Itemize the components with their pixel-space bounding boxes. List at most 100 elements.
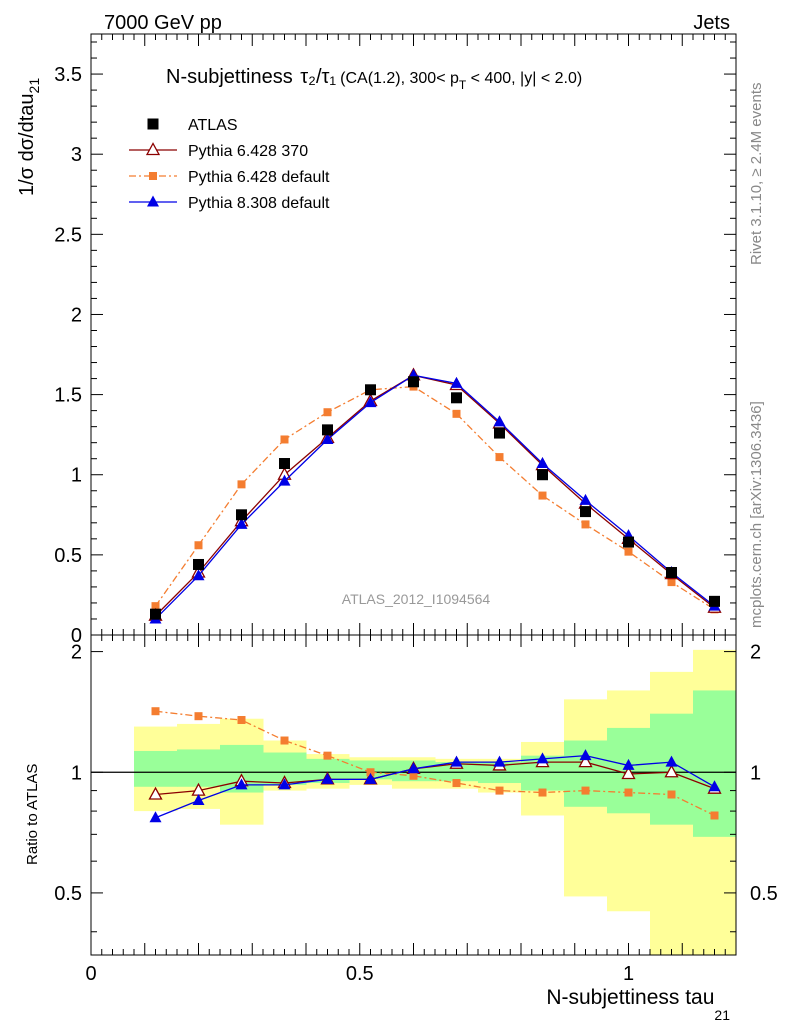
main-y-tick-label: 2.5	[54, 224, 82, 246]
legend-marker	[147, 195, 159, 207]
ratio-y-tick-label-right: 0.5	[750, 883, 778, 905]
legend-marker	[149, 172, 157, 180]
series-atlas	[150, 376, 720, 620]
legend-label: Pythia 8.308 default	[188, 195, 330, 212]
ratio-point	[665, 755, 678, 767]
data-point	[151, 602, 160, 611]
ratio-series-line	[155, 755, 715, 819]
ratio-point	[664, 764, 679, 778]
series-line	[155, 374, 715, 617]
data-point	[237, 480, 246, 489]
ratio-point	[151, 707, 160, 716]
x-axis-label: N-subjettiness tau21	[546, 986, 730, 1023]
ratio-point	[278, 778, 291, 790]
ratio-point	[194, 712, 203, 721]
ratio-point	[235, 778, 248, 790]
ratio-series-line	[155, 710, 715, 817]
data-point	[538, 491, 547, 500]
ratio-point	[581, 786, 590, 795]
data-point	[581, 520, 590, 529]
series-line	[154, 385, 715, 610]
data-point	[408, 376, 419, 388]
ratio-point	[710, 811, 719, 820]
ratio-point	[407, 762, 420, 774]
ratio-series-pythia-8-308-default	[149, 749, 721, 823]
ratio-point	[450, 755, 463, 767]
main-plot-panel: 0 0.5 1 1.5 2 2.5 3 3.5 N-subjettiness τ₂/τ₁ (CA…	[16, 33, 737, 647]
main-y-tick-label: 1	[71, 465, 82, 487]
ratio-point	[149, 811, 162, 823]
data-point	[323, 408, 332, 417]
legend-marker	[147, 118, 159, 130]
data-point	[667, 578, 676, 587]
data-point	[493, 415, 506, 427]
data-point	[624, 547, 633, 556]
data-point	[580, 506, 591, 518]
data-point	[666, 566, 677, 578]
data-point	[494, 427, 505, 439]
header-right-label: Jets	[693, 12, 730, 34]
data-point	[495, 453, 504, 462]
mcplots-reference-label: mcplots.cern.ch [arXiv:1306.3436]	[748, 401, 765, 628]
series-pythia-6-428-370	[148, 367, 722, 621]
ratio-point	[409, 771, 418, 780]
legend-item-atlas: ATLAS	[147, 117, 238, 134]
data-point	[364, 396, 377, 408]
legend-marker	[145, 142, 161, 156]
ratio-y-axis-label: Ratio to ATLAS	[24, 764, 41, 865]
data-point	[192, 569, 205, 581]
uncertainty-band-inner	[134, 750, 178, 787]
ratio-y-tick-label: 1	[71, 762, 82, 784]
legend-label: Pythia 6.428 default	[188, 169, 330, 186]
ratio-point	[452, 779, 461, 788]
legend-item-pythia-6-428-370: Pythia 6.428 370	[129, 142, 308, 160]
data-point	[450, 376, 463, 388]
legend-label: ATLAS	[188, 117, 238, 134]
ratio-point	[192, 794, 205, 806]
main-plot-title: N-subjettiness τ₂/τ₁ (CA(1.2), 300< pT < …	[166, 66, 582, 92]
main-y-tick-label: 3	[71, 144, 82, 166]
x-tick-label: 0.5	[346, 963, 374, 985]
ratio-point	[366, 768, 375, 777]
main-y-axis-label: 1/σ dσ/dtau21	[16, 78, 42, 196]
ratio-point	[280, 736, 289, 745]
legend-item-pythia-8-308-default: Pythia 8.308 default	[129, 195, 330, 212]
legend: ATLAS Pythia 6.428 370 Pythia 6.428 defaul…	[129, 117, 330, 212]
ratio-y-tick-label: 0.5	[54, 883, 82, 905]
analysis-watermark: ATLAS_2012_I1094564	[342, 591, 491, 607]
ratio-point	[579, 749, 592, 761]
legend-item-pythia-6-428-default: Pythia 6.428 default	[129, 169, 330, 186]
main-y-tick-label: 0.5	[54, 545, 82, 567]
main-y-tick-label: 2	[71, 304, 82, 326]
main-y-tick-label: 1.5	[54, 385, 82, 407]
ratio-series-pythia-6-428-default	[151, 707, 719, 820]
ratio-point	[323, 751, 332, 760]
data-point	[537, 469, 548, 481]
ratio-point	[495, 786, 504, 795]
data-point	[150, 608, 161, 620]
data-point	[365, 384, 376, 396]
main-y-tick-label: 0	[71, 625, 82, 647]
ratio-point	[622, 758, 635, 770]
ratio-point	[667, 790, 676, 799]
data-point	[278, 474, 291, 486]
data-point	[536, 457, 549, 469]
ratio-point	[237, 716, 246, 725]
ratio-point	[538, 788, 547, 797]
ratio-point	[364, 772, 377, 784]
tau-ratio-symbol: τ₂/τ₁	[300, 66, 336, 88]
ratio-y-tick-label: 2	[71, 642, 82, 664]
ratio-y-tick-label-right: 1	[750, 762, 761, 784]
main-y-tick-label: 3.5	[54, 64, 82, 86]
ratio-point	[708, 780, 721, 792]
series-pythia-8-308-default	[149, 368, 721, 624]
data-point	[279, 458, 290, 470]
data-point	[194, 541, 203, 550]
data-point	[451, 392, 462, 404]
legend-label: Pythia 6.428 370	[188, 143, 308, 160]
ratio-point	[624, 788, 633, 797]
x-tick-label: 1	[623, 963, 634, 985]
ratio-point	[148, 786, 163, 800]
ratio-point	[578, 754, 593, 768]
